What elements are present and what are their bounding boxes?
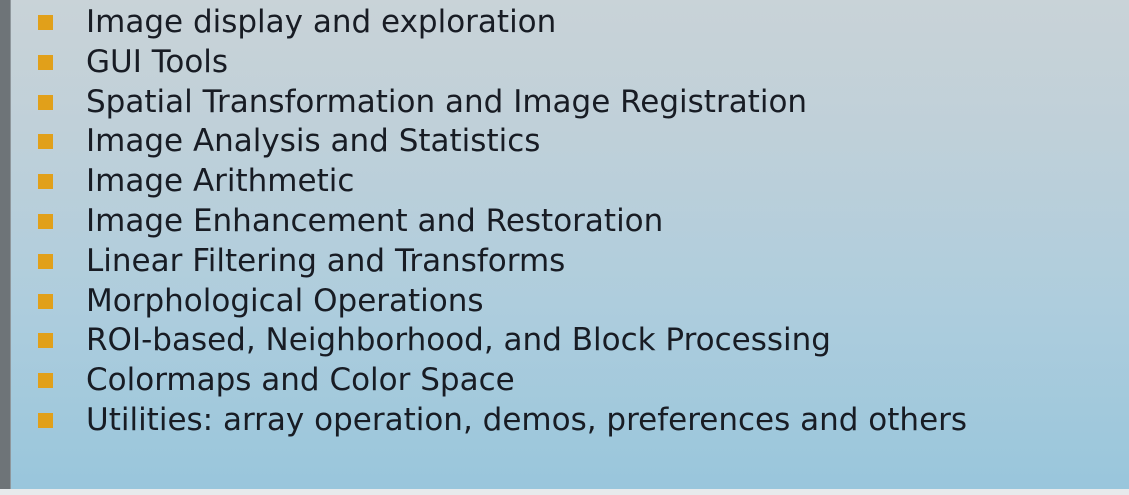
square-bullet-icon	[38, 174, 53, 190]
square-bullet-icon	[38, 134, 53, 150]
list-item-text: Spatial Transformation and Image Registr…	[86, 83, 808, 120]
list-item-text: ROI-based, Neighborhood, and Block Proce…	[86, 322, 831, 359]
square-bullet-icon	[38, 213, 53, 229]
list-item-text: GUI Tools	[86, 43, 229, 80]
list-item-text: Image Analysis and Statistics	[86, 123, 541, 160]
list-item-text: Utilities: array operation, demos, prefe…	[86, 401, 968, 438]
square-bullet-icon	[38, 293, 53, 309]
list-item-text: Linear Filtering and Transforms	[86, 242, 566, 279]
square-bullet-icon	[38, 373, 53, 389]
slide-bottom-edge	[0, 489, 1129, 495]
list-item-text: Morphological Operations	[86, 282, 484, 319]
square-bullet-icon	[38, 253, 53, 269]
slide-canvas: Image display and exploration GUI Tools …	[10, 0, 1129, 489]
square-bullet-icon	[38, 15, 53, 30]
list-item-text: Image display and exploration	[86, 4, 557, 40]
list-item-text: Image Enhancement and Restoration	[86, 202, 664, 239]
list-item-text: Image Arithmetic	[86, 163, 355, 200]
square-bullet-icon	[38, 333, 53, 349]
square-bullet-icon	[38, 54, 53, 70]
square-bullet-icon	[38, 94, 53, 110]
square-bullet-icon	[38, 412, 53, 428]
list-item-text: Colormaps and Color Space	[86, 362, 515, 399]
